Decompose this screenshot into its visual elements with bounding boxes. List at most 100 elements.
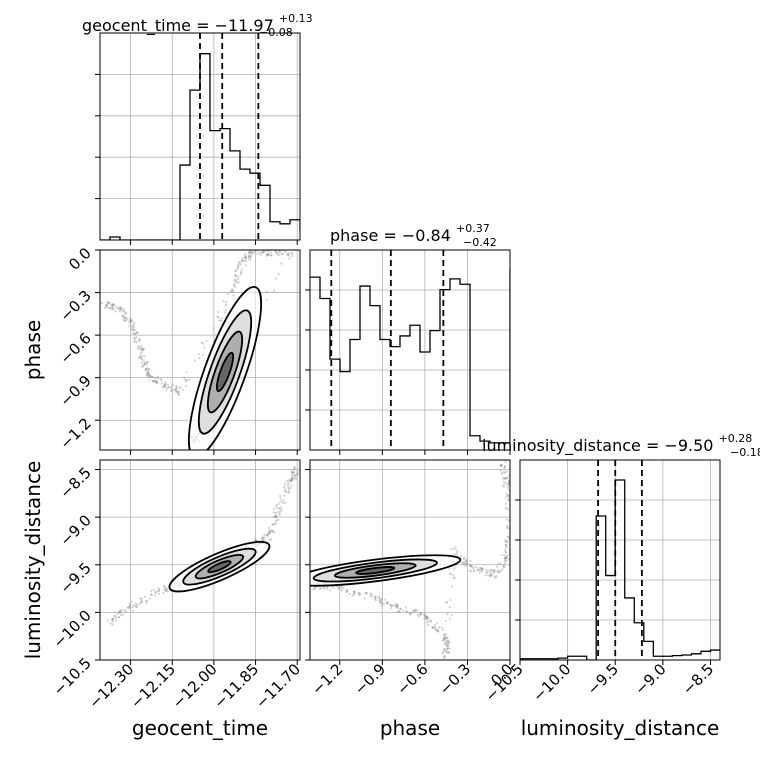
sample-point <box>236 275 240 278</box>
title-phase-sup: +0.37 <box>456 222 490 235</box>
sample-point <box>289 486 292 489</box>
sample-point <box>274 523 277 526</box>
sample-point <box>125 311 128 315</box>
sample-point <box>151 375 154 379</box>
sample-point <box>499 469 502 472</box>
sample-point <box>128 605 131 608</box>
sample-point <box>143 595 147 598</box>
sample-point <box>237 266 240 269</box>
sample-point <box>163 588 166 591</box>
sample-point <box>505 559 508 563</box>
sample-point <box>485 569 488 572</box>
sample-point <box>449 572 452 575</box>
sample-point <box>363 597 366 600</box>
sample-point <box>445 600 448 604</box>
sample-point <box>240 259 244 262</box>
sample-point <box>504 476 507 479</box>
sample-point <box>276 510 279 514</box>
sample-point <box>359 592 362 596</box>
sample-point <box>237 281 240 284</box>
sample-point <box>144 363 147 366</box>
sample-point <box>493 570 496 573</box>
sample-point <box>337 587 341 590</box>
sample-point <box>487 569 490 572</box>
sample-point <box>503 557 506 560</box>
sample-point <box>175 389 178 392</box>
sample-point <box>289 479 292 482</box>
sample-point <box>143 361 146 365</box>
sample-point <box>463 560 466 564</box>
sample-point <box>152 380 155 383</box>
sample-point <box>275 515 278 519</box>
sample-point <box>152 588 155 591</box>
sample-point <box>499 464 502 467</box>
sample-point <box>166 590 169 593</box>
sample-point <box>115 306 118 309</box>
sample-point <box>281 501 284 504</box>
sample-point <box>319 587 322 590</box>
sample-point <box>131 327 134 331</box>
sample-point <box>216 310 220 314</box>
sample-point <box>276 252 280 256</box>
sample-point <box>502 480 505 483</box>
sample-point <box>153 376 157 379</box>
sample-point <box>455 549 459 552</box>
sample-point <box>117 307 120 310</box>
sample-point <box>148 375 151 378</box>
sample-point <box>460 561 463 564</box>
sample-point <box>171 383 174 386</box>
sample-point <box>495 565 499 568</box>
sample-point <box>136 331 139 334</box>
sample-point <box>262 251 265 254</box>
sample-point <box>274 522 277 526</box>
sample-point <box>248 255 251 259</box>
sample-point <box>133 333 136 336</box>
sample-point <box>463 556 466 559</box>
sample-point <box>445 650 448 653</box>
sample-point <box>136 603 139 606</box>
sample-point <box>435 628 438 631</box>
sample-point <box>266 533 269 536</box>
sample-point <box>405 606 408 609</box>
sample-point <box>185 384 188 388</box>
histogram-phase <box>310 269 510 444</box>
sample-point <box>266 252 269 255</box>
sample-point <box>486 571 489 574</box>
sample-point <box>463 562 466 566</box>
sample-point <box>505 502 508 505</box>
sample-point <box>163 586 167 590</box>
panel-frame <box>99 249 301 451</box>
sample-point <box>106 304 109 307</box>
sample-point <box>501 553 504 556</box>
sample-point <box>142 347 145 350</box>
sample-point <box>232 289 235 292</box>
sample-point <box>294 477 298 480</box>
sample-point <box>506 527 509 530</box>
sample-point <box>156 375 159 378</box>
sample-point <box>139 355 142 358</box>
sample-point <box>113 615 116 618</box>
sample-point <box>111 617 115 621</box>
sample-point <box>489 570 492 573</box>
title-geocent-time-sup: +0.13 <box>279 12 313 25</box>
contour-level <box>355 566 396 575</box>
sample-point <box>155 380 158 383</box>
sample-point <box>130 600 134 604</box>
sample-point <box>128 325 131 328</box>
sample-point <box>134 602 137 605</box>
sample-point <box>264 247 266 249</box>
sample-point <box>431 625 434 629</box>
sample-point <box>244 252 247 256</box>
sample-point <box>499 569 503 573</box>
sample-point <box>131 318 134 321</box>
sample-point <box>493 569 496 572</box>
sample-point <box>143 354 146 358</box>
sample-point <box>138 337 141 340</box>
sample-point <box>505 476 508 479</box>
sample-point <box>459 555 463 558</box>
sample-point <box>287 483 290 486</box>
sample-point <box>436 629 440 632</box>
sample-point <box>160 379 163 382</box>
sample-point <box>178 386 181 389</box>
sample-point <box>141 365 144 368</box>
